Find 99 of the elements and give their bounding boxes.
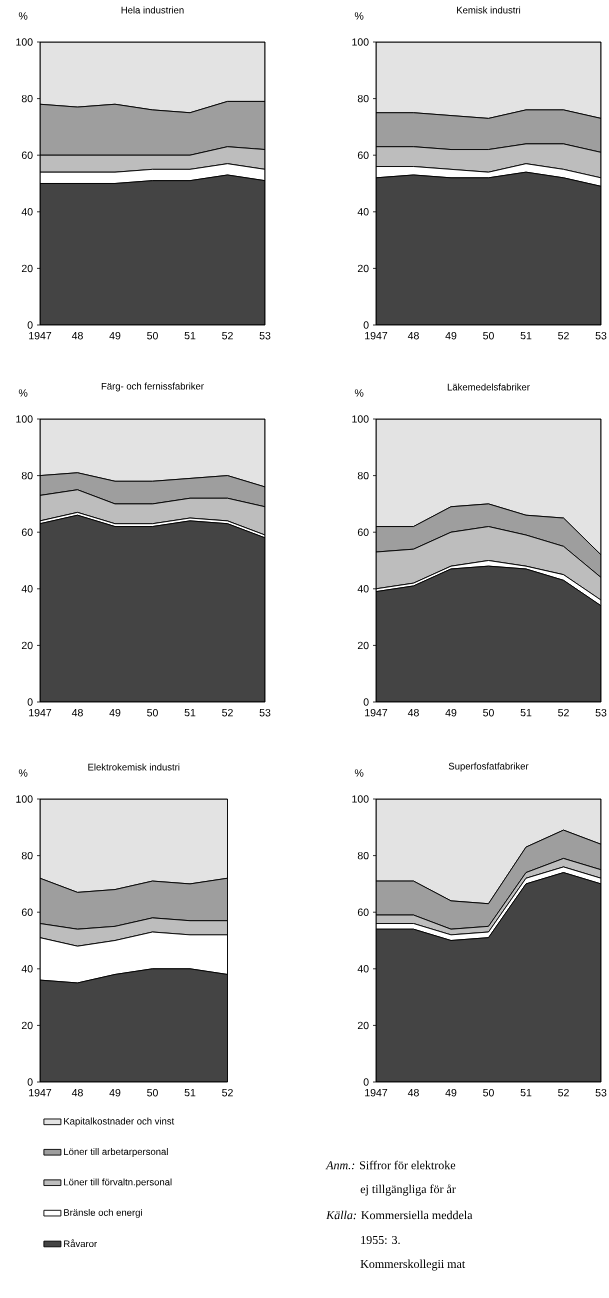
chart-title: Hela industrien bbox=[121, 6, 184, 14]
y-tick-label: 80 bbox=[21, 471, 33, 480]
text: ej tillgängliga för år bbox=[360, 1184, 456, 1196]
y-axis-title: % bbox=[354, 769, 364, 777]
x-tick-label: 51 bbox=[520, 1088, 532, 1097]
x-tick-label: 52 bbox=[222, 331, 233, 340]
legend-label: Bränsle och energi bbox=[64, 1208, 142, 1218]
chart-title: Läkemedelsfabriker bbox=[447, 383, 530, 391]
y-tick-label: 20 bbox=[21, 641, 33, 650]
x-tick-label: 51 bbox=[184, 708, 196, 717]
y-tick-label: 80 bbox=[357, 851, 369, 860]
y-axis-title: % bbox=[18, 769, 28, 777]
x-tick-label: 49 bbox=[445, 708, 457, 717]
legend-label: Löner till förvaltn.personal bbox=[64, 1178, 172, 1188]
x-tick-label: 51 bbox=[520, 331, 532, 340]
x-tick-label: 48 bbox=[407, 331, 419, 340]
y-tick-label: 100 bbox=[352, 38, 369, 46]
y-tick-label: 20 bbox=[21, 264, 33, 273]
y-tick-label: 60 bbox=[357, 151, 369, 159]
x-tick-label: 1947 bbox=[365, 331, 388, 340]
y-tick-label: 0 bbox=[363, 698, 369, 706]
chart-title: Superfosfatfabriker bbox=[448, 762, 529, 772]
x-tick-label: 50 bbox=[483, 331, 494, 340]
x-tick-label: 48 bbox=[71, 331, 83, 340]
y-axis-title: % bbox=[18, 12, 28, 20]
x-tick-label: 1947 bbox=[29, 1088, 52, 1097]
x-tick-label: 49 bbox=[109, 708, 121, 717]
y-tick-label: 60 bbox=[357, 528, 369, 536]
x-tick-label: 50 bbox=[483, 708, 494, 717]
y-tick-label: 80 bbox=[21, 94, 33, 103]
x-tick-label: 49 bbox=[445, 1088, 457, 1097]
y-tick-label: 40 bbox=[21, 585, 33, 593]
text: 1955: 3. bbox=[361, 1235, 400, 1245]
x-tick-label: 48 bbox=[407, 1088, 419, 1097]
y-tick-label: 20 bbox=[357, 641, 369, 650]
y-tick-label: 100 bbox=[16, 795, 33, 803]
y-tick-label: 100 bbox=[352, 795, 369, 803]
y-tick-label: 100 bbox=[352, 415, 369, 423]
x-tick-label: 50 bbox=[147, 331, 158, 340]
y-axis-title: % bbox=[354, 12, 364, 20]
legend-label: Löner till arbetarpersonal bbox=[64, 1148, 168, 1157]
y-tick-label: 0 bbox=[27, 321, 33, 329]
x-tick-label: 52 bbox=[558, 331, 569, 340]
x-tick-label: 53 bbox=[595, 1088, 607, 1097]
y-tick-label: 60 bbox=[21, 908, 33, 916]
y-axis-title: % bbox=[354, 389, 364, 397]
text: Kommerskollegii mat bbox=[360, 1259, 466, 1271]
x-tick-label: 49 bbox=[445, 331, 457, 340]
y-tick-label: 80 bbox=[357, 94, 369, 103]
y-tick-label: 20 bbox=[21, 1021, 33, 1030]
y-axis-title: % bbox=[18, 389, 28, 397]
y-tick-label: 0 bbox=[363, 321, 369, 329]
y-tick-label: 20 bbox=[357, 264, 369, 273]
x-tick-label: 52 bbox=[558, 1088, 569, 1097]
x-tick-label: 51 bbox=[184, 331, 196, 340]
chart-title: Elektrokemisk industri bbox=[88, 763, 180, 771]
text: Källa: Kommersiella meddela bbox=[326, 1210, 473, 1220]
x-tick-label: 53 bbox=[595, 331, 607, 340]
x-tick-label: 1947 bbox=[365, 1088, 388, 1097]
y-tick-label: 80 bbox=[357, 471, 369, 480]
y-tick-label: 0 bbox=[27, 1078, 33, 1086]
y-tick-label: 0 bbox=[363, 1078, 369, 1086]
x-tick-label: 50 bbox=[483, 1088, 494, 1097]
chart-title: Färg- och fernissfabriker bbox=[101, 382, 204, 392]
y-tick-label: 80 bbox=[21, 851, 33, 860]
y-tick-label: 40 bbox=[21, 208, 33, 216]
x-tick-label: 52 bbox=[222, 708, 233, 717]
y-tick-label: 60 bbox=[357, 908, 369, 916]
x-tick-label: 49 bbox=[109, 1088, 121, 1097]
x-tick-label: 48 bbox=[71, 1088, 83, 1097]
y-tick-label: 20 bbox=[357, 1021, 369, 1030]
y-tick-label: 100 bbox=[16, 38, 33, 46]
y-tick-label: 40 bbox=[357, 208, 369, 216]
x-tick-label: 52 bbox=[558, 708, 569, 717]
x-tick-label: 50 bbox=[147, 1088, 158, 1097]
legend-label: Råvaror bbox=[64, 1239, 97, 1248]
x-tick-label: 53 bbox=[595, 708, 607, 717]
x-tick-label: 1947 bbox=[29, 331, 52, 340]
y-tick-label: 60 bbox=[21, 151, 33, 159]
y-tick-label: 60 bbox=[21, 528, 33, 536]
x-tick-label: 53 bbox=[259, 708, 271, 717]
x-tick-label: 53 bbox=[259, 331, 271, 340]
x-tick-label: 52 bbox=[222, 1088, 233, 1097]
x-tick-label: 1947 bbox=[29, 708, 52, 717]
y-tick-label: 0 bbox=[27, 698, 33, 706]
text: Anm.: Siffror för elektroke bbox=[325, 1160, 456, 1170]
y-tick-label: 40 bbox=[357, 965, 369, 973]
x-tick-label: 51 bbox=[520, 708, 532, 717]
y-tick-label: 40 bbox=[21, 965, 33, 973]
x-tick-label: 48 bbox=[407, 708, 419, 717]
x-tick-label: 50 bbox=[147, 708, 158, 717]
y-tick-label: 40 bbox=[357, 585, 369, 593]
y-tick-label: 100 bbox=[16, 415, 33, 423]
x-tick-label: 51 bbox=[184, 1088, 196, 1097]
x-tick-label: 48 bbox=[71, 708, 83, 717]
x-tick-label: 1947 bbox=[365, 708, 388, 717]
chart-title: Kemisk industri bbox=[457, 6, 521, 14]
x-tick-label: 49 bbox=[109, 331, 121, 340]
legend-label: Kapitalkostnader och vinst bbox=[64, 1117, 175, 1127]
